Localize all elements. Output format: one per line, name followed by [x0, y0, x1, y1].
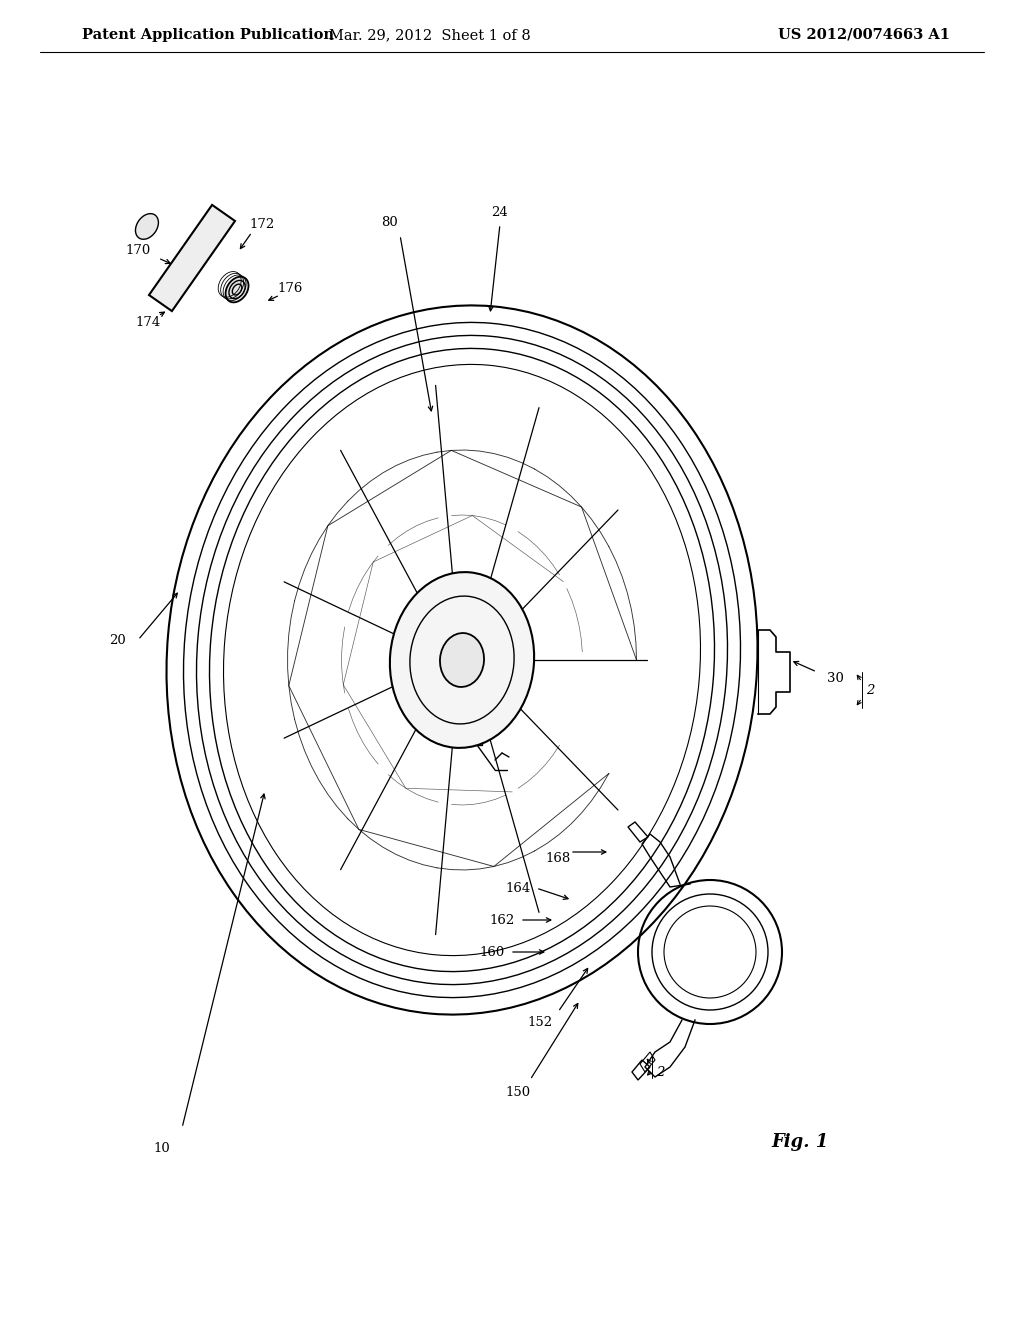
Text: Mar. 29, 2012  Sheet 1 of 8: Mar. 29, 2012 Sheet 1 of 8: [329, 28, 530, 42]
Polygon shape: [397, 652, 434, 668]
Polygon shape: [490, 652, 527, 668]
Text: 160: 160: [479, 945, 505, 958]
Text: 20: 20: [110, 634, 126, 647]
Text: US 2012/0074663 A1: US 2012/0074663 A1: [778, 28, 950, 42]
Text: 24: 24: [492, 206, 508, 219]
Text: 170: 170: [125, 243, 151, 256]
Text: 174: 174: [135, 315, 161, 329]
Text: 172: 172: [250, 219, 274, 231]
Ellipse shape: [390, 572, 535, 748]
Text: 80: 80: [382, 215, 398, 228]
Polygon shape: [148, 205, 236, 312]
Text: 150: 150: [506, 1085, 530, 1098]
Polygon shape: [454, 688, 470, 725]
Text: 176: 176: [278, 281, 303, 294]
Text: Patent Application Publication: Patent Application Publication: [82, 28, 334, 42]
Ellipse shape: [225, 277, 249, 302]
Polygon shape: [454, 595, 470, 632]
Text: 162: 162: [489, 913, 515, 927]
Ellipse shape: [135, 214, 159, 239]
Text: 2: 2: [655, 1065, 665, 1078]
Text: Fig. 1: Fig. 1: [771, 1133, 828, 1151]
Text: 168: 168: [546, 851, 570, 865]
Text: 164: 164: [506, 882, 530, 895]
Text: 152: 152: [527, 1015, 553, 1028]
Text: 10: 10: [154, 1142, 170, 1155]
Text: 2: 2: [866, 684, 874, 697]
Text: 30: 30: [826, 672, 844, 685]
Ellipse shape: [440, 634, 484, 686]
